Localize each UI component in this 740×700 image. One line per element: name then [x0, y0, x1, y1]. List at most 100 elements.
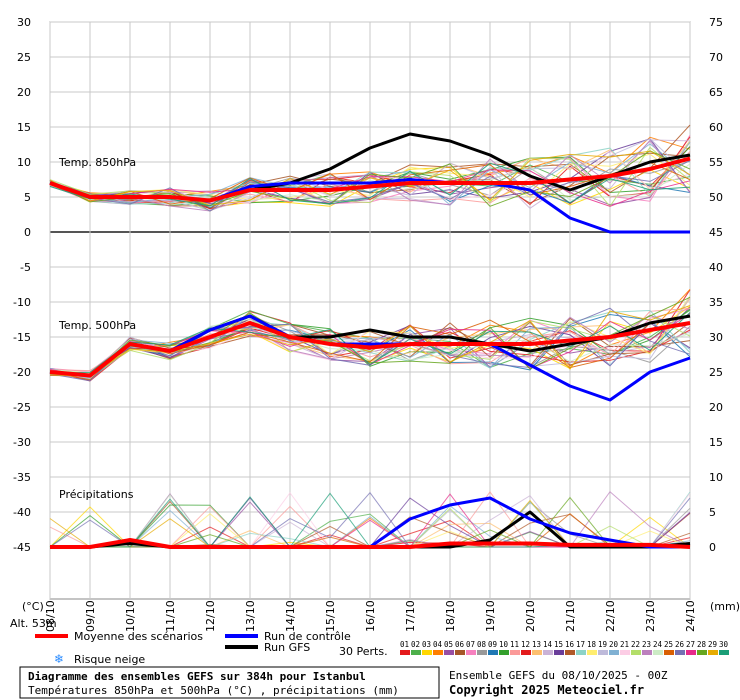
perturbation-swatch: [510, 650, 520, 655]
snowflake-icon: ❄: [54, 652, 64, 666]
x-tick: 15/10: [324, 600, 337, 632]
perturbation-swatch: [609, 650, 619, 655]
perturbation-id: 07: [466, 640, 475, 649]
perturbation-swatch: [686, 650, 696, 655]
y-tick-right: 0: [709, 541, 716, 554]
perturbation-swatch: [543, 650, 553, 655]
perturbation-swatch: [554, 650, 564, 655]
x-tick: 12/10: [204, 600, 217, 632]
main-series-lines: [49, 132, 691, 549]
perturbation-swatch: [708, 650, 718, 655]
y-tick-right: 20: [709, 401, 723, 414]
y-tick-right: 25: [709, 366, 723, 379]
perturbation-swatch: [675, 650, 685, 655]
perturbation-swatch: [565, 650, 575, 655]
perturbation-line-t850: [49, 162, 691, 205]
legend-gfs-label: Run GFS: [264, 641, 310, 654]
y-tick-left: -40: [13, 506, 31, 519]
y-tick-left: -15: [13, 331, 31, 344]
perturbation-id: 28: [697, 640, 707, 649]
run-info: Ensemble GEFS du 08/10/2025 - 00Z: [449, 669, 668, 682]
y-tick-left: -10: [13, 296, 31, 309]
legend-snow-label: Risque neige: [74, 653, 145, 666]
perturbation-swatch: [488, 650, 498, 655]
x-tick: 10/10: [124, 600, 137, 632]
y-tick-left: 0: [24, 226, 31, 239]
y-tick-right: 35: [709, 296, 723, 309]
panel-label-t500: Temp. 500hPa: [58, 319, 136, 332]
perturbation-id: 03: [422, 640, 431, 649]
series-line-precip: [50, 538, 691, 549]
y-tick-right: 60: [709, 121, 723, 134]
perturbation-id: 05: [444, 640, 453, 649]
perturbation-swatch: [499, 650, 509, 655]
x-tick: 17/10: [404, 600, 417, 632]
y-tick-left: -30: [13, 436, 31, 449]
series-line-t500: [49, 321, 691, 378]
perturbation-id: 13: [532, 640, 541, 649]
y-tick-right: 45: [709, 226, 723, 239]
y-tick-right: 75: [709, 16, 723, 29]
x-tick: 14/10: [284, 600, 297, 632]
perturbation-swatch: [455, 650, 465, 655]
perturbation-id: 21: [620, 640, 629, 649]
perturbation-swatch: [433, 650, 443, 655]
perturbations-label: 30 Perts.: [339, 645, 388, 658]
perturbation-id: 11: [510, 640, 519, 649]
x-tick: 11/10: [164, 600, 177, 632]
copyright: Copyright 2025 Meteociel.fr: [449, 683, 644, 697]
y-tick-left: -20: [13, 366, 31, 379]
y-tick-right: 30: [709, 331, 723, 344]
perturbation-id: 16: [565, 640, 575, 649]
perturbation-id: 19: [598, 640, 607, 649]
perturbation-swatch: [631, 650, 641, 655]
perturbation-id: 29: [708, 640, 717, 649]
y-tick-right: 70: [709, 51, 723, 64]
y-tick-left: -45: [13, 541, 31, 554]
perturbation-line-t850: [49, 150, 691, 207]
perturbation-swatch: [466, 650, 476, 655]
x-tick: 08/10: [44, 600, 57, 632]
perturbation-swatch: [477, 650, 487, 655]
perturbation-id: 25: [664, 640, 673, 649]
x-tick: 22/10: [604, 600, 617, 632]
x-tick: 24/10: [684, 600, 697, 632]
perturbation-id: 22: [631, 640, 640, 649]
perturbation-swatch: [532, 650, 542, 655]
y-tick-left: 30: [17, 16, 31, 29]
legend-mean-label: Moyenne des scénarios: [74, 630, 203, 643]
perturbation-id: 18: [587, 640, 597, 649]
perturbation-legend: 01 02 03 04 05 06 07 08 09 10 11 12 13 14 15 16 17 18 19 20…: [400, 640, 729, 655]
perturbation-id: 27: [686, 640, 695, 649]
perturbation-swatch: [642, 650, 652, 655]
perturbation-id: 10: [499, 640, 509, 649]
perturbation-line-t850: [49, 140, 691, 212]
x-tick: 19/10: [484, 600, 497, 632]
x-tick: 13/10: [244, 600, 257, 632]
perturbation-swatch: [653, 650, 663, 655]
perturbation-swatch: [719, 650, 729, 655]
perturbation-line-t850: [49, 163, 691, 203]
perturbation-id: 08: [477, 640, 487, 649]
perturbation-line-t850: [49, 146, 691, 212]
perturbation-id: 20: [609, 640, 619, 649]
perturbation-swatch: [521, 650, 531, 655]
panel-label-t850: Temp. 850hPa: [58, 156, 136, 169]
perturbation-swatch: [444, 650, 454, 655]
perturbation-line-t500: [49, 305, 691, 378]
perturbation-id: 15: [554, 640, 563, 649]
x-tick: 18/10: [444, 600, 457, 632]
perturbation-swatch: [422, 650, 432, 655]
y-tick-left: 15: [17, 121, 31, 134]
perturbation-id: 04: [433, 640, 443, 649]
perturbation-line-t500: [49, 311, 691, 375]
y-tick-right: 5: [709, 506, 716, 519]
chart-subtitle: Températures 850hPa et 500hPa (°C) , pré…: [28, 684, 399, 697]
y-tick-left: -5: [20, 261, 31, 274]
x-tick: 21/10: [564, 600, 577, 632]
y-tick-right: 10: [709, 471, 723, 484]
y-tick-right: 40: [709, 261, 723, 274]
y-tick-right: 15: [709, 436, 723, 449]
perturbation-id: 02: [411, 640, 420, 649]
series-line-t850: [49, 156, 691, 203]
